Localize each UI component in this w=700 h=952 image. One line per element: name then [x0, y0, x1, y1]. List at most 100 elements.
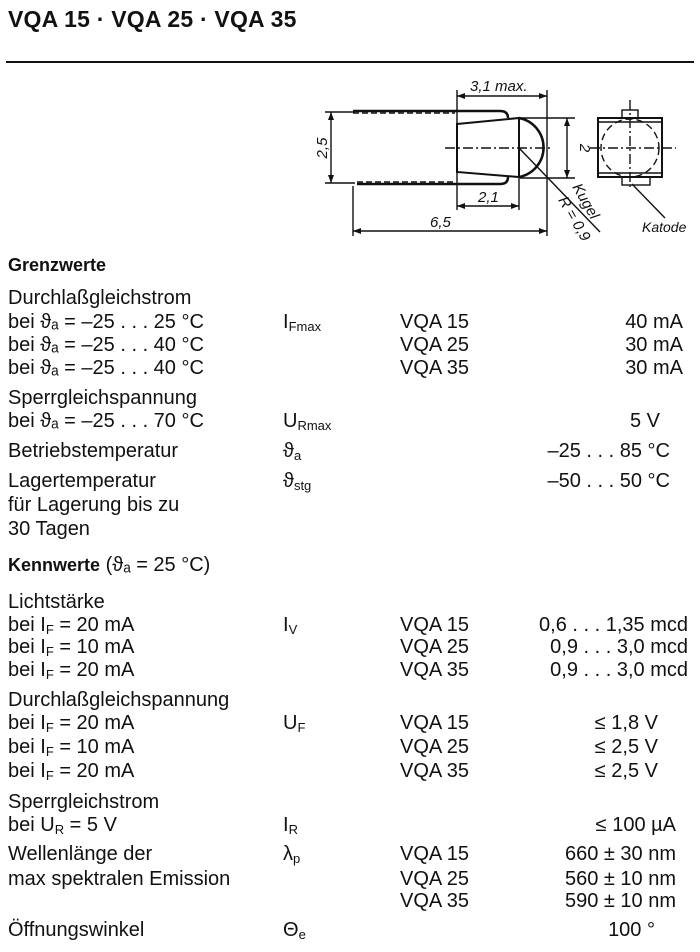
spec-label: bei ϑₐ = –25 . . . 40 °C — [8, 356, 204, 380]
spec-row: bei IF = 10 mA VQA 25 0,9 . . . 3,0 mcd — [0, 635, 700, 659]
device-type: VQA 35 — [400, 357, 469, 379]
spec-value: –25 . . . 85 °C — [547, 440, 670, 462]
spec-row: bei UR = 5 V IR ≤ 100 µA — [0, 813, 700, 837]
spec-label: bei IF = 20 mA — [8, 658, 134, 687]
spec-row: bei IF = 20 mA IV VQA 15 0,6 . . . 1,35 mcd — [0, 613, 700, 637]
symbol-subscript: Rmax — [297, 418, 332, 433]
spec-label: bei IF = 10 mA — [8, 635, 134, 664]
label-text: Sperrgleichstrom — [8, 791, 160, 813]
label-text: bei I — [8, 614, 46, 636]
spec-label: bei ϑₐ = –25 . . . 40 °C — [8, 333, 204, 357]
spec-row: Lagertemperatur ϑstg –50 . . . 50 °C — [0, 469, 700, 493]
label-text: Durchlaßgleichstrom — [8, 287, 192, 309]
spec-label: Durchlaßgleichstrom — [8, 286, 191, 310]
spec-value: 0,9 . . . 3,0 mcd — [550, 659, 688, 681]
spec-value: –50 . . . 50 °C — [547, 470, 670, 492]
spec-label: Lichtstärke — [8, 590, 105, 614]
label-text: Betriebstemperatur — [8, 440, 179, 462]
label-text: bei I — [8, 636, 46, 658]
spec-symbol: IFmax — [283, 310, 321, 339]
spec-symbol: IR — [283, 813, 298, 842]
device-type: VQA 25 — [400, 636, 469, 658]
spec-row: Lichtstärke — [0, 590, 700, 614]
symbol-subscript: V — [288, 622, 298, 637]
device-type: VQA 15 — [400, 311, 469, 333]
spec-row: Betriebstemperatur ϑa –25 . . . 85 °C — [0, 439, 700, 463]
label-subscript: R — [54, 822, 65, 837]
spec-symbol: ϑstg — [283, 469, 311, 498]
device-type: VQA 35 — [400, 890, 469, 912]
symbol-text: I — [283, 814, 289, 836]
spec-label: max spektralen Emission — [8, 867, 230, 891]
spec-row: bei ϑₐ = –25 . . . 25 °C IFmax VQA 15 40 mA — [0, 310, 700, 334]
spec-label: bei IF = 10 mA — [8, 735, 134, 764]
spec-label: Wellenlänge der — [8, 842, 152, 866]
title-divider — [6, 61, 694, 63]
spec-label: Betriebstemperatur — [8, 439, 178, 463]
spec-row: Sperrgleichspannung — [0, 386, 700, 410]
label-text: für Lagerung bis zu — [8, 494, 180, 516]
dim-total-label: 6,5 — [430, 214, 452, 231]
spec-row: VQA 35 590 ± 10 nm — [0, 889, 700, 913]
label-subscript: F — [45, 768, 54, 783]
device-type: VQA 25 — [400, 736, 469, 758]
label-text: Durchlaßgleichspannung — [8, 689, 230, 711]
spec-label: Durchlaßgleichspannung — [8, 688, 229, 712]
section-heading-kennwerte: Kennwerte (ϑₐ = 25 °C) — [0, 553, 700, 577]
spec-value: 0,9 . . . 3,0 mcd — [550, 636, 688, 658]
spec-symbol: IV — [283, 613, 297, 642]
spec-row: max spektralen Emission VQA 25 560 ± 10 nm — [0, 867, 700, 891]
symbol-subscript: stg — [293, 478, 312, 493]
symbol-subscript: a — [293, 448, 302, 463]
symbol-subscript: F — [297, 720, 306, 735]
spec-row: Öffnungswinkel Θe 100 ° — [0, 918, 700, 942]
spec-value: 0,6 . . . 1,35 mcd — [539, 614, 688, 636]
symbol-text: ϑ — [283, 440, 294, 462]
spec-symbol: ϑa — [283, 439, 301, 468]
spec-label: 30 Tagen — [8, 517, 90, 541]
device-type: VQA 25 — [400, 334, 469, 356]
label-text: bei I — [8, 659, 46, 681]
spec-row: bei IF = 20 mA VQA 35 0,9 . . . 3,0 mcd — [0, 658, 700, 682]
spec-label: bei UR = 5 V — [8, 813, 117, 842]
spec-label: Öffnungswinkel — [8, 918, 144, 942]
spec-value: 30 mA — [625, 334, 683, 356]
device-type: VQA 25 — [400, 868, 469, 890]
dim-width-label: 3,1 max. — [470, 78, 528, 95]
spec-value: 40 mA — [625, 311, 683, 333]
spec-row: Durchlaßgleichstrom — [0, 286, 700, 310]
spec-label: Lagertemperatur — [8, 469, 156, 493]
spec-value: 30 mA — [625, 357, 683, 379]
device-type: VQA 15 — [400, 843, 469, 865]
symbol-text: I — [283, 311, 289, 333]
label-text: Lichtstärke — [8, 591, 105, 613]
spec-row: bei IF = 20 mA VQA 35 ≤ 2,5 V — [0, 759, 700, 783]
spec-label: bei IF = 20 mA — [8, 613, 134, 642]
spec-row: bei ϑₐ = –25 . . . 40 °C VQA 35 30 mA — [0, 356, 700, 380]
spec-label: bei IF = 20 mA — [8, 759, 134, 788]
spec-symbol: URmax — [283, 409, 331, 438]
label-suffix: = 20 mA — [53, 712, 135, 734]
spec-row: Durchlaßgleichspannung — [0, 688, 700, 712]
label-text: Lagertemperatur — [8, 470, 156, 492]
label-subscript: F — [45, 667, 54, 682]
spec-row: Wellenlänge der λp VQA 15 660 ± 30 nm — [0, 842, 700, 866]
spec-value: 100 ° — [608, 919, 655, 941]
spec-row: 30 Tagen — [0, 517, 700, 541]
spec-value: ≤ 2,5 V — [594, 736, 658, 758]
dim-dome-label: 2 — [576, 143, 593, 153]
device-type: VQA 15 — [400, 712, 469, 734]
spec-value: ≤ 1,8 V — [594, 712, 658, 734]
heading-text: Kennwerte — [8, 555, 101, 575]
symbol-text: I — [283, 614, 289, 636]
label-text: bei ϑₐ = –25 . . . 70 °C — [8, 410, 204, 432]
label-text: 30 Tagen — [8, 518, 90, 540]
label-text: Öffnungswinkel — [8, 919, 145, 941]
spec-symbol: Θe — [283, 918, 306, 947]
spec-row: bei ϑₐ = –25 . . . 40 °C VQA 25 30 mA — [0, 333, 700, 357]
symbol-subscript: R — [288, 822, 298, 837]
symbol-text: U — [283, 712, 298, 734]
label-text: max spektralen Emission — [8, 868, 231, 890]
spec-symbol: λp — [283, 842, 300, 871]
symbol-subscript: p — [293, 851, 301, 866]
